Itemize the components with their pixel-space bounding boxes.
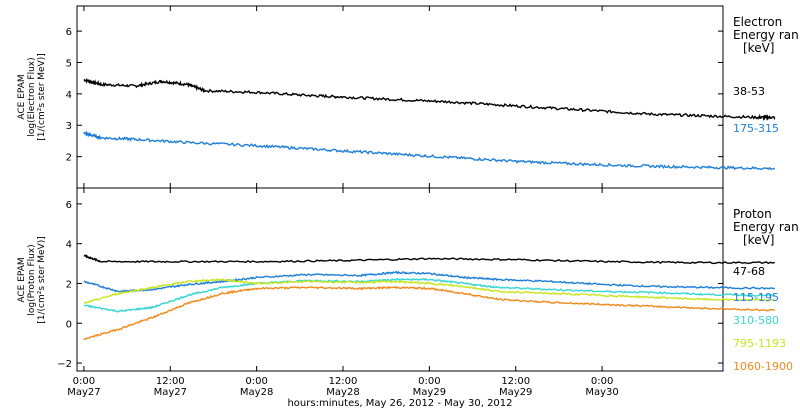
proton-y-label-line2: log(Proton Flux)	[27, 244, 37, 315]
x-tick-time-label: 0:00	[418, 376, 440, 387]
proton-series-line-795-1193	[83, 278, 776, 305]
proton-series-line-115-195	[83, 270, 775, 293]
x-tick-time-label: 0:00	[73, 376, 95, 387]
electron-legend-entry: 175-315	[733, 122, 779, 135]
x-tick-time-label: 12:00	[329, 376, 358, 387]
proton-y-label-line1: ACE EPAM	[17, 257, 27, 302]
electron-y-ticks: 2 3 4 5 6	[66, 27, 723, 164]
x-axis-label: hours:minutes, May 26, 2012 - May 30, 20…	[287, 398, 512, 409]
proton-legend-title-line2: Energy ran	[733, 220, 799, 234]
proton-legend-title: Proton Energy ran [keV]	[733, 207, 799, 247]
proton-y-ticks: −2 0 2 4 6	[57, 200, 723, 370]
proton-y-tick-label: 4	[66, 240, 72, 251]
proton-series-line-310-580	[83, 277, 775, 313]
x-tick-date-label: May27	[154, 387, 187, 398]
x-tick-date-label: May28	[326, 387, 359, 398]
electron-series-group	[83, 77, 776, 171]
electron-y-label-line3: [1/(cm²s ster MeV)]	[37, 53, 47, 140]
x-tick-date-label: May27	[67, 387, 100, 398]
proton-y-tick-label: −2	[57, 359, 72, 370]
x-tick-date-label: May29	[499, 387, 532, 398]
proton-legend-entry: 115-195	[733, 291, 779, 304]
electron-y-tick-label: 2	[66, 153, 72, 164]
legend-entries: 38-53 175-315 47-68 115-195 310-580 795-1193 1…	[733, 85, 793, 373]
proton-legend-entry: 47-68	[733, 265, 765, 278]
x-tick-time-label: 0:00	[591, 376, 613, 387]
proton-legend-title-line1: Proton	[733, 207, 772, 221]
electron-y-tick-label: 4	[66, 90, 72, 101]
proton-series-line-47-68	[83, 254, 775, 265]
proton-y-tick-label: 0	[66, 319, 72, 330]
electron-legend-title-line3: [keV]	[743, 41, 774, 55]
x-tick-date-label: May28	[240, 387, 273, 398]
electron-y-tick-label: 6	[66, 27, 72, 38]
proton-y-label: ACE EPAM log(Proton Flux) [1/(cm²s ster …	[17, 236, 47, 323]
x-tick-date-label: May29	[413, 387, 446, 398]
electron-y-label: ACE EPAM log(Electron Flux) [1/(cm²s ste…	[17, 53, 47, 140]
proton-y-tick-label: 6	[66, 200, 72, 211]
proton-series-line-1060-1900	[83, 285, 775, 341]
proton-legend-entry: 795-1193	[733, 337, 786, 350]
proton-legend-title-line3: [keV]	[743, 233, 774, 247]
electron-panel-frame	[76, 5, 724, 189]
electron-y-tick-label: 5	[66, 58, 72, 69]
x-tick-date-label: May30	[585, 387, 618, 398]
x-tick-time-label: 12:00	[156, 376, 185, 387]
electron-legend-entry: 38-53	[733, 85, 765, 98]
electron-y-label-line2: log(Electron Flux)	[27, 57, 37, 136]
proton-panel-frame	[76, 187, 724, 372]
x-tick-time-label: 12:00	[501, 376, 530, 387]
electron-y-tick-label: 3	[66, 121, 72, 132]
proton-legend-entry: 310-580	[733, 314, 779, 327]
electron-series-line-38-53	[83, 77, 776, 122]
electron-y-label-line1: ACE EPAM	[17, 74, 27, 119]
proton-legend-entry: 1060-1900	[733, 360, 793, 373]
electron-series-line-175-315	[83, 130, 775, 171]
proton-y-tick-label: 2	[66, 279, 72, 290]
electron-legend-title-line1: Electron	[733, 15, 782, 29]
x-axis-ticks: 0:00May2712:00May270:00May2812:00May280:…	[67, 6, 619, 398]
x-tick-time-label: 0:00	[245, 376, 267, 387]
proton-series-group	[83, 254, 776, 341]
electron-legend-title-line2: Energy ran	[733, 28, 799, 42]
proton-y-label-line3: [1/(cm²s ster MeV)]	[37, 236, 47, 323]
electron-legend-title: Electron Energy ran [keV]	[733, 15, 799, 55]
